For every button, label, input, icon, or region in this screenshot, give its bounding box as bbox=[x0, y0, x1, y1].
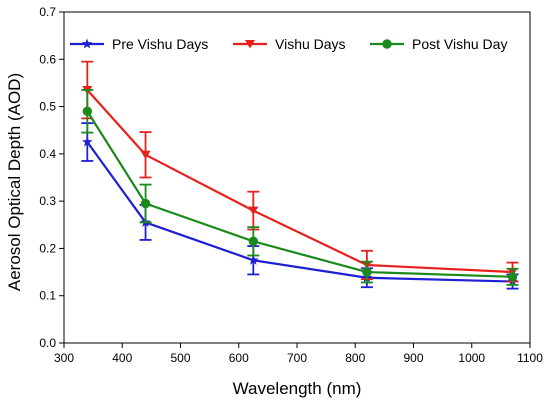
x-tick-label: 300 bbox=[54, 351, 74, 365]
legend-label: Vishu Days bbox=[275, 36, 346, 52]
legend-marker bbox=[81, 38, 93, 49]
y-tick-label: 0.0 bbox=[39, 336, 56, 350]
y-tick-label: 0.2 bbox=[39, 241, 56, 255]
plot-frame bbox=[63, 11, 531, 344]
legend: Pre Vishu Days Vishu Days Post Vishu Day bbox=[70, 36, 507, 52]
y-tick-label: 0.1 bbox=[39, 289, 56, 303]
y-tick-label: 0.3 bbox=[39, 194, 56, 208]
series-2 bbox=[81, 89, 519, 286]
legend-label: Post Vishu Day bbox=[412, 36, 507, 52]
x-tick-label: 600 bbox=[229, 351, 249, 365]
y-tick-label: 0.5 bbox=[39, 100, 56, 114]
series-line-post-vishu-day bbox=[86, 110, 513, 278]
legend-label: Pre Vishu Days bbox=[112, 36, 208, 52]
x-tick-label: 500 bbox=[170, 351, 190, 365]
x-tick-label: 800 bbox=[345, 351, 365, 365]
data-point-post-vishu-day bbox=[507, 272, 518, 282]
x-tick-label: 700 bbox=[287, 351, 307, 365]
data-point-vishu-days bbox=[140, 150, 151, 160]
x-tick-label: 900 bbox=[403, 351, 423, 365]
y-axis-title: Aerosol Optical Depth (AOD) bbox=[5, 73, 24, 291]
x-tick-label: 1000 bbox=[458, 351, 485, 365]
x-tick-label: 400 bbox=[112, 351, 132, 365]
y-tick-label: 0.6 bbox=[39, 52, 56, 66]
y-tick-label: 0.7 bbox=[39, 5, 56, 19]
data-point-post-vishu-day bbox=[362, 267, 372, 277]
data-point-post-vishu-day bbox=[248, 236, 259, 247]
data-point-pre-vishu-days bbox=[248, 254, 259, 265]
plot-area: 300 400 500 600 700 800 900 1000 1100 0.0 0.1 0.2 0.… bbox=[39, 5, 543, 365]
x-axis-title: Wavelength (nm) bbox=[233, 379, 362, 398]
data-point-post-vishu-day bbox=[82, 106, 93, 117]
series-1 bbox=[81, 60, 519, 283]
series-line-pre-vishu-days bbox=[86, 141, 513, 283]
legend-marker bbox=[245, 40, 255, 49]
data-point-pre-vishu-days bbox=[82, 136, 93, 147]
legend-marker bbox=[382, 39, 392, 49]
y-tick-label: 0.4 bbox=[39, 147, 56, 161]
series-line-vishu-days bbox=[86, 89, 513, 274]
data-point-vishu-days bbox=[248, 206, 259, 216]
data-point-post-vishu-day bbox=[140, 198, 151, 209]
x-tick-label: 1100 bbox=[517, 351, 543, 365]
